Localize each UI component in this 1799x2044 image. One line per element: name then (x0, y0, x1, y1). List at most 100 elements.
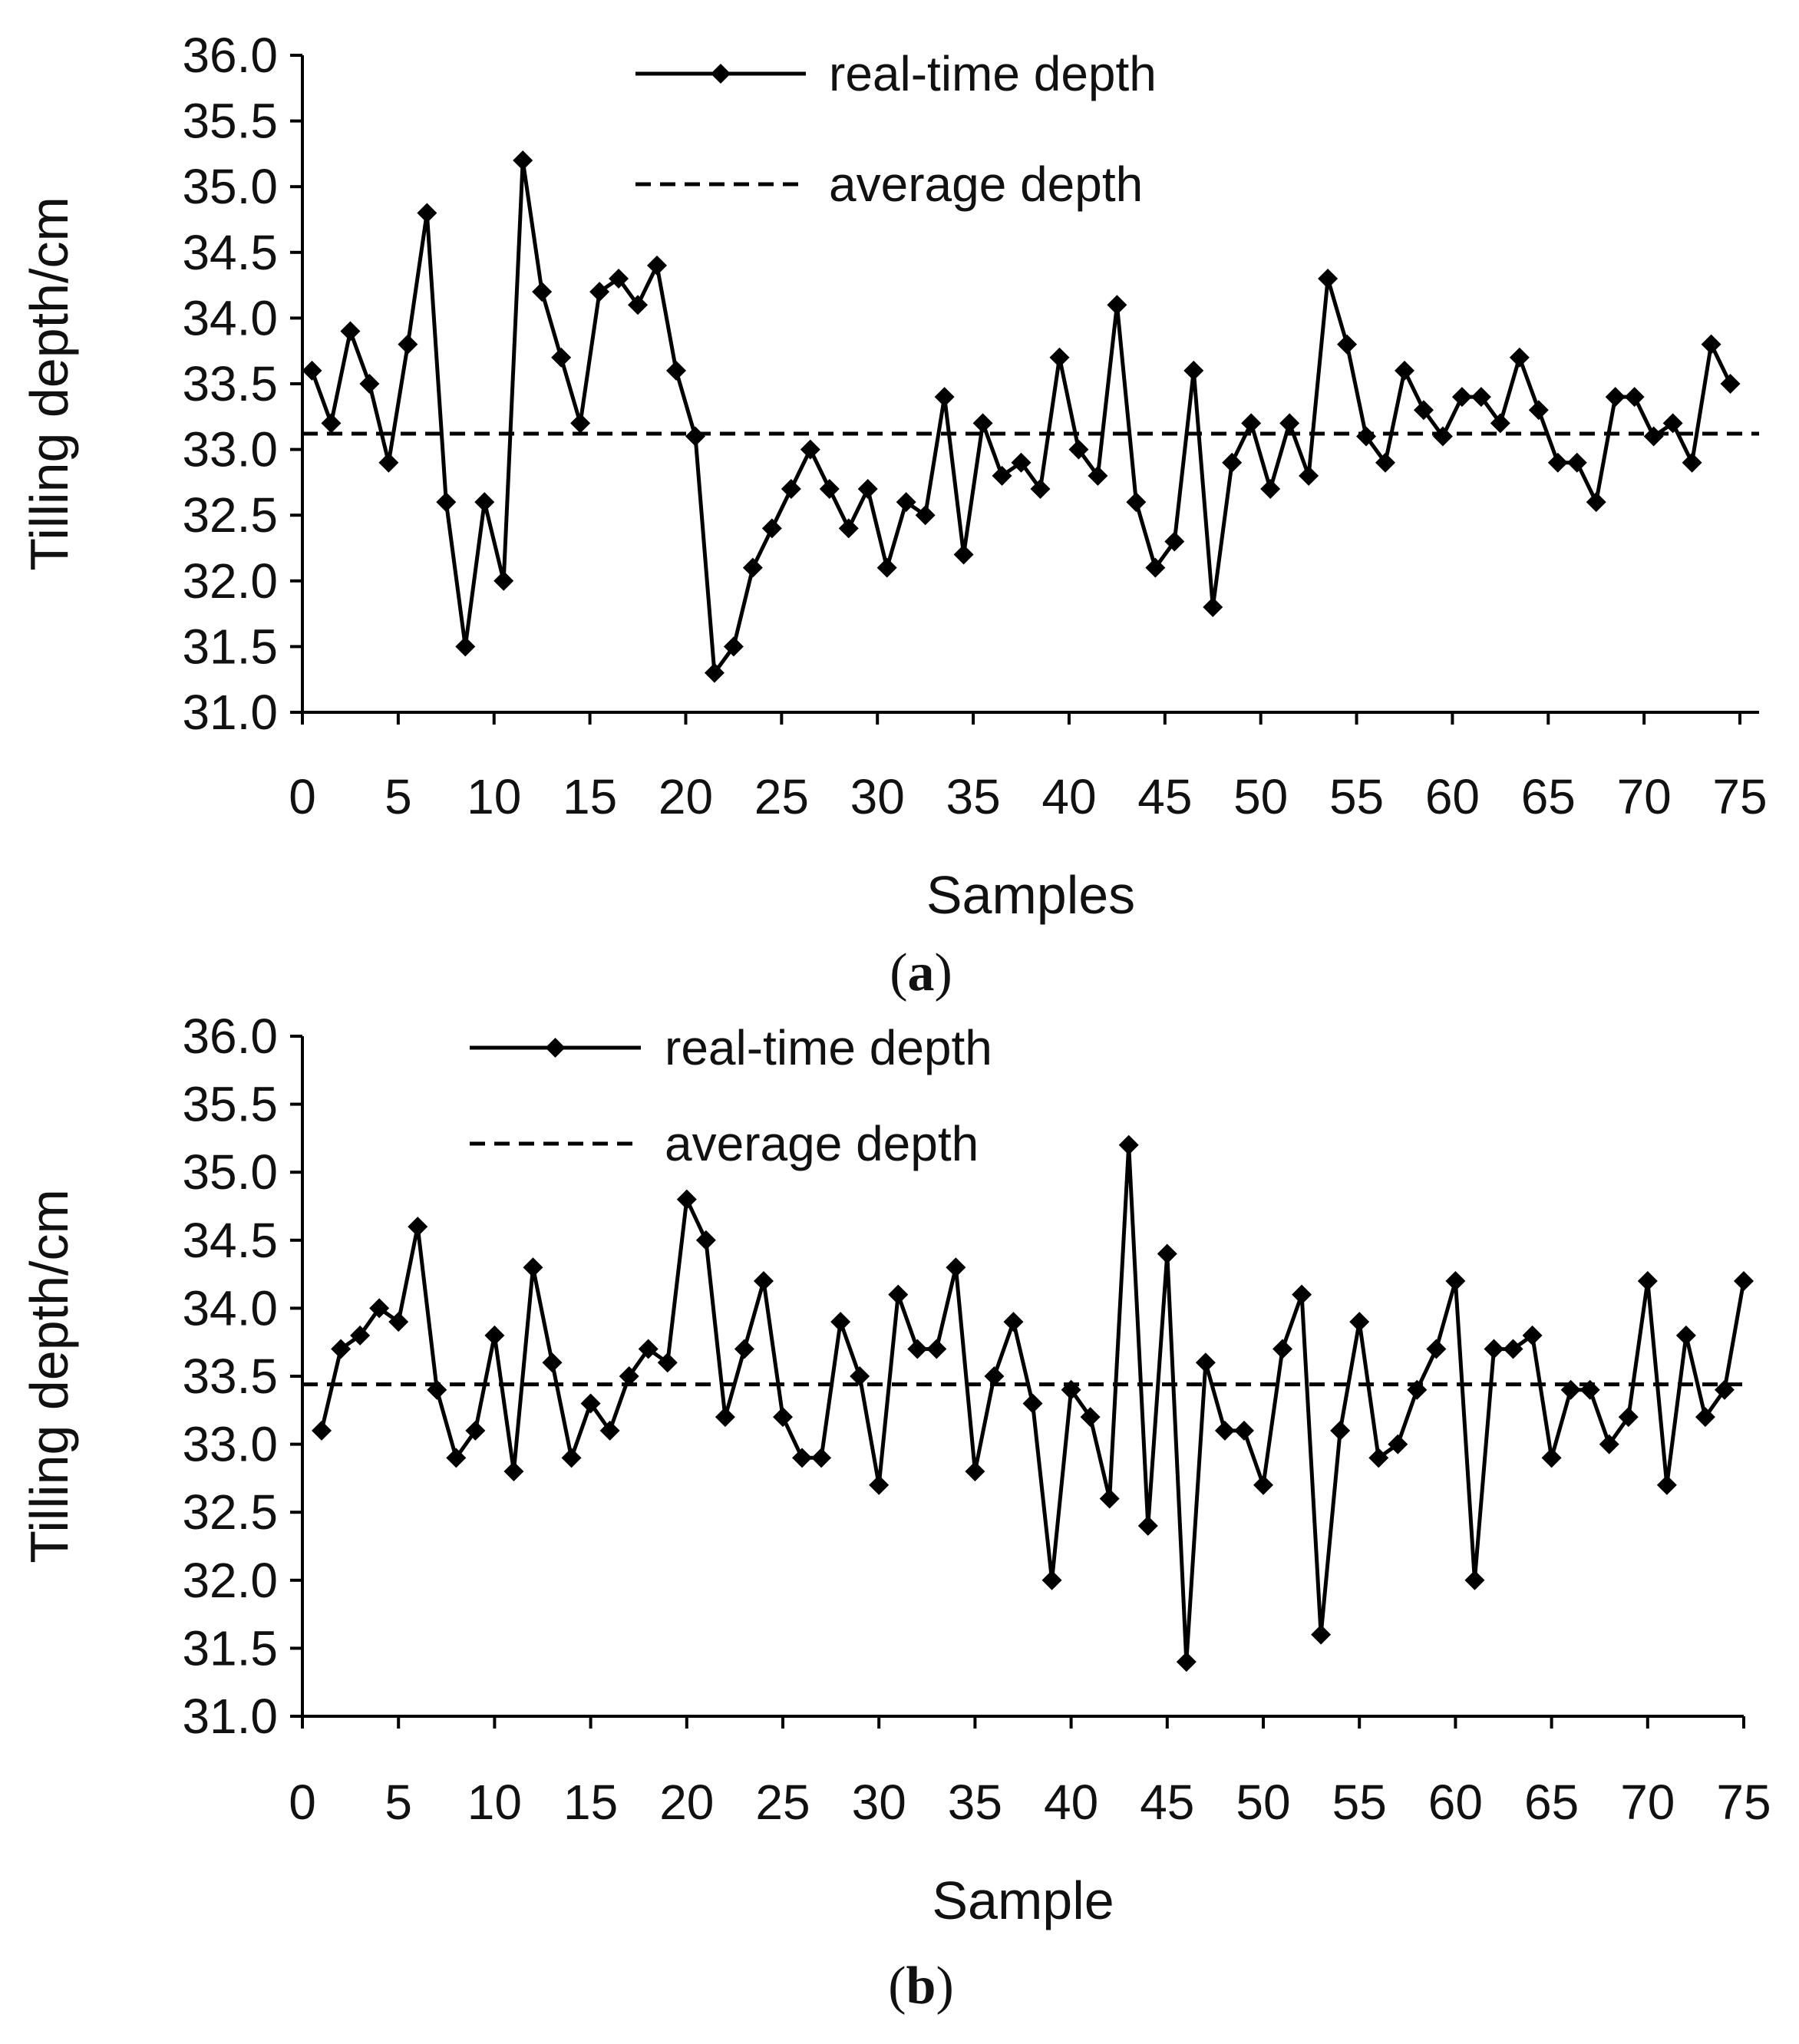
data-point-marker (1579, 1379, 1600, 1400)
x-tick-label: 35 (946, 769, 1000, 824)
data-point-marker (657, 1352, 678, 1373)
y-tick-label: 35.5 (182, 1077, 278, 1132)
data-point-marker (1049, 347, 1070, 368)
data-point-marker (695, 1230, 716, 1250)
data-point-marker (953, 544, 974, 565)
data-point-marker (1586, 492, 1606, 513)
data-point-marker (1682, 452, 1702, 473)
data-point-marker (1195, 1352, 1216, 1373)
y-axis-title: Tilling depth/cm (19, 196, 79, 571)
x-tick-label: 45 (1140, 1775, 1194, 1830)
data-point-marker (1157, 1243, 1177, 1264)
y-tick-label: 32.0 (182, 1553, 278, 1608)
data-point-marker (1118, 1134, 1139, 1155)
data-point-marker (609, 269, 629, 289)
data-point-marker (896, 492, 916, 513)
x-tick-label: 5 (385, 769, 412, 824)
y-tick-label: 36.0 (182, 28, 278, 83)
data-point-marker (408, 1217, 428, 1237)
data-point-marker (1349, 1312, 1370, 1332)
data-point-marker (1041, 1570, 1062, 1590)
data-point-marker (781, 478, 801, 499)
data-point-marker (1241, 413, 1262, 434)
data-point-marker (984, 1366, 1005, 1386)
data-point-marker (455, 636, 476, 657)
data-point-marker (417, 203, 437, 223)
data-point-marker (532, 282, 553, 302)
data-point-marker (503, 1461, 524, 1482)
data-point-marker (715, 1407, 735, 1428)
data-point-marker (1394, 360, 1414, 381)
data-point-marker (1426, 1339, 1447, 1359)
data-point-marker (1388, 1434, 1408, 1455)
data-point-marker (926, 1339, 947, 1359)
data-point-marker (1662, 413, 1683, 434)
data-point-marker (934, 387, 955, 408)
data-point-marker (1528, 400, 1549, 421)
data-point-marker (1292, 1284, 1312, 1305)
y-tick-label: 32.5 (182, 1484, 278, 1540)
data-point-marker (1003, 1312, 1024, 1332)
x-tick-label: 75 (1712, 769, 1767, 824)
data-point-marker (1432, 426, 1453, 447)
data-point-marker (1356, 426, 1377, 447)
x-tick-label: 55 (1332, 1775, 1387, 1830)
data-point-marker (907, 1339, 928, 1359)
data-point-marker (1464, 1570, 1485, 1590)
data-point-marker (599, 1420, 620, 1441)
x-tick-label: 75 (1716, 1775, 1771, 1830)
data-point-marker (369, 1298, 390, 1319)
data-point-marker (647, 255, 668, 276)
data-point-marker (1643, 426, 1664, 447)
data-point-marker (742, 557, 763, 578)
data-point-marker (302, 360, 322, 381)
x-tick-label: 30 (852, 1775, 906, 1830)
data-point-marker (1509, 347, 1530, 368)
data-point-marker (1701, 334, 1721, 355)
data-point-marker (1337, 334, 1358, 355)
chart-panel-b: 31.0 31.5 32.0 32.5 33.0 33.5 34.0 34.5 35.0 35.5… (19, 1009, 1771, 2016)
data-point-marker (1273, 1339, 1293, 1359)
x-tick-label: 30 (850, 769, 905, 824)
y-tick-label: 33.5 (182, 356, 278, 411)
x-tick-label: 10 (467, 769, 521, 824)
data-point-marker (800, 439, 820, 460)
data-point-marker (665, 360, 686, 381)
x-tick-label: 20 (659, 769, 713, 824)
data-point-marker (838, 518, 859, 539)
data-point-marker (723, 636, 744, 657)
legend-label-average: average depth (665, 1116, 979, 1171)
data-point-marker (1011, 452, 1032, 473)
data-point-marker (773, 1407, 793, 1428)
legend-marker-realtime (545, 1038, 566, 1058)
data-point-marker (513, 150, 533, 170)
data-point-marker (761, 518, 782, 539)
legend-marker-realtime (711, 64, 731, 84)
data-point-marker (830, 1312, 851, 1332)
data-point-marker (1695, 1407, 1715, 1428)
data-point-marker (946, 1257, 966, 1278)
data-point-marker (388, 1312, 409, 1332)
data-point-marker (446, 1448, 467, 1468)
x-tick-label: 0 (289, 1775, 316, 1830)
data-point-marker (350, 1325, 371, 1346)
data-point-marker (1145, 557, 1166, 578)
data-point-marker (1107, 295, 1127, 315)
data-point-marker (542, 1352, 563, 1373)
y-tick-label: 33.5 (182, 1349, 278, 1404)
data-point-marker (1566, 452, 1587, 473)
data-point-marker (1413, 400, 1434, 421)
data-point-marker (427, 1379, 447, 1400)
data-point-marker (811, 1448, 832, 1468)
data-point-marker (359, 374, 380, 394)
data-point-marker (1260, 478, 1281, 499)
x-tick-label: 60 (1425, 769, 1480, 824)
y-tick-label: 31.0 (182, 1689, 278, 1744)
data-point-marker (1099, 1488, 1120, 1509)
x-tick-label: 70 (1617, 769, 1672, 824)
data-point-marker (436, 492, 457, 513)
x-tick-label: 10 (467, 1775, 522, 1830)
data-point-marker (1451, 387, 1472, 408)
data-point-marker (792, 1448, 813, 1468)
